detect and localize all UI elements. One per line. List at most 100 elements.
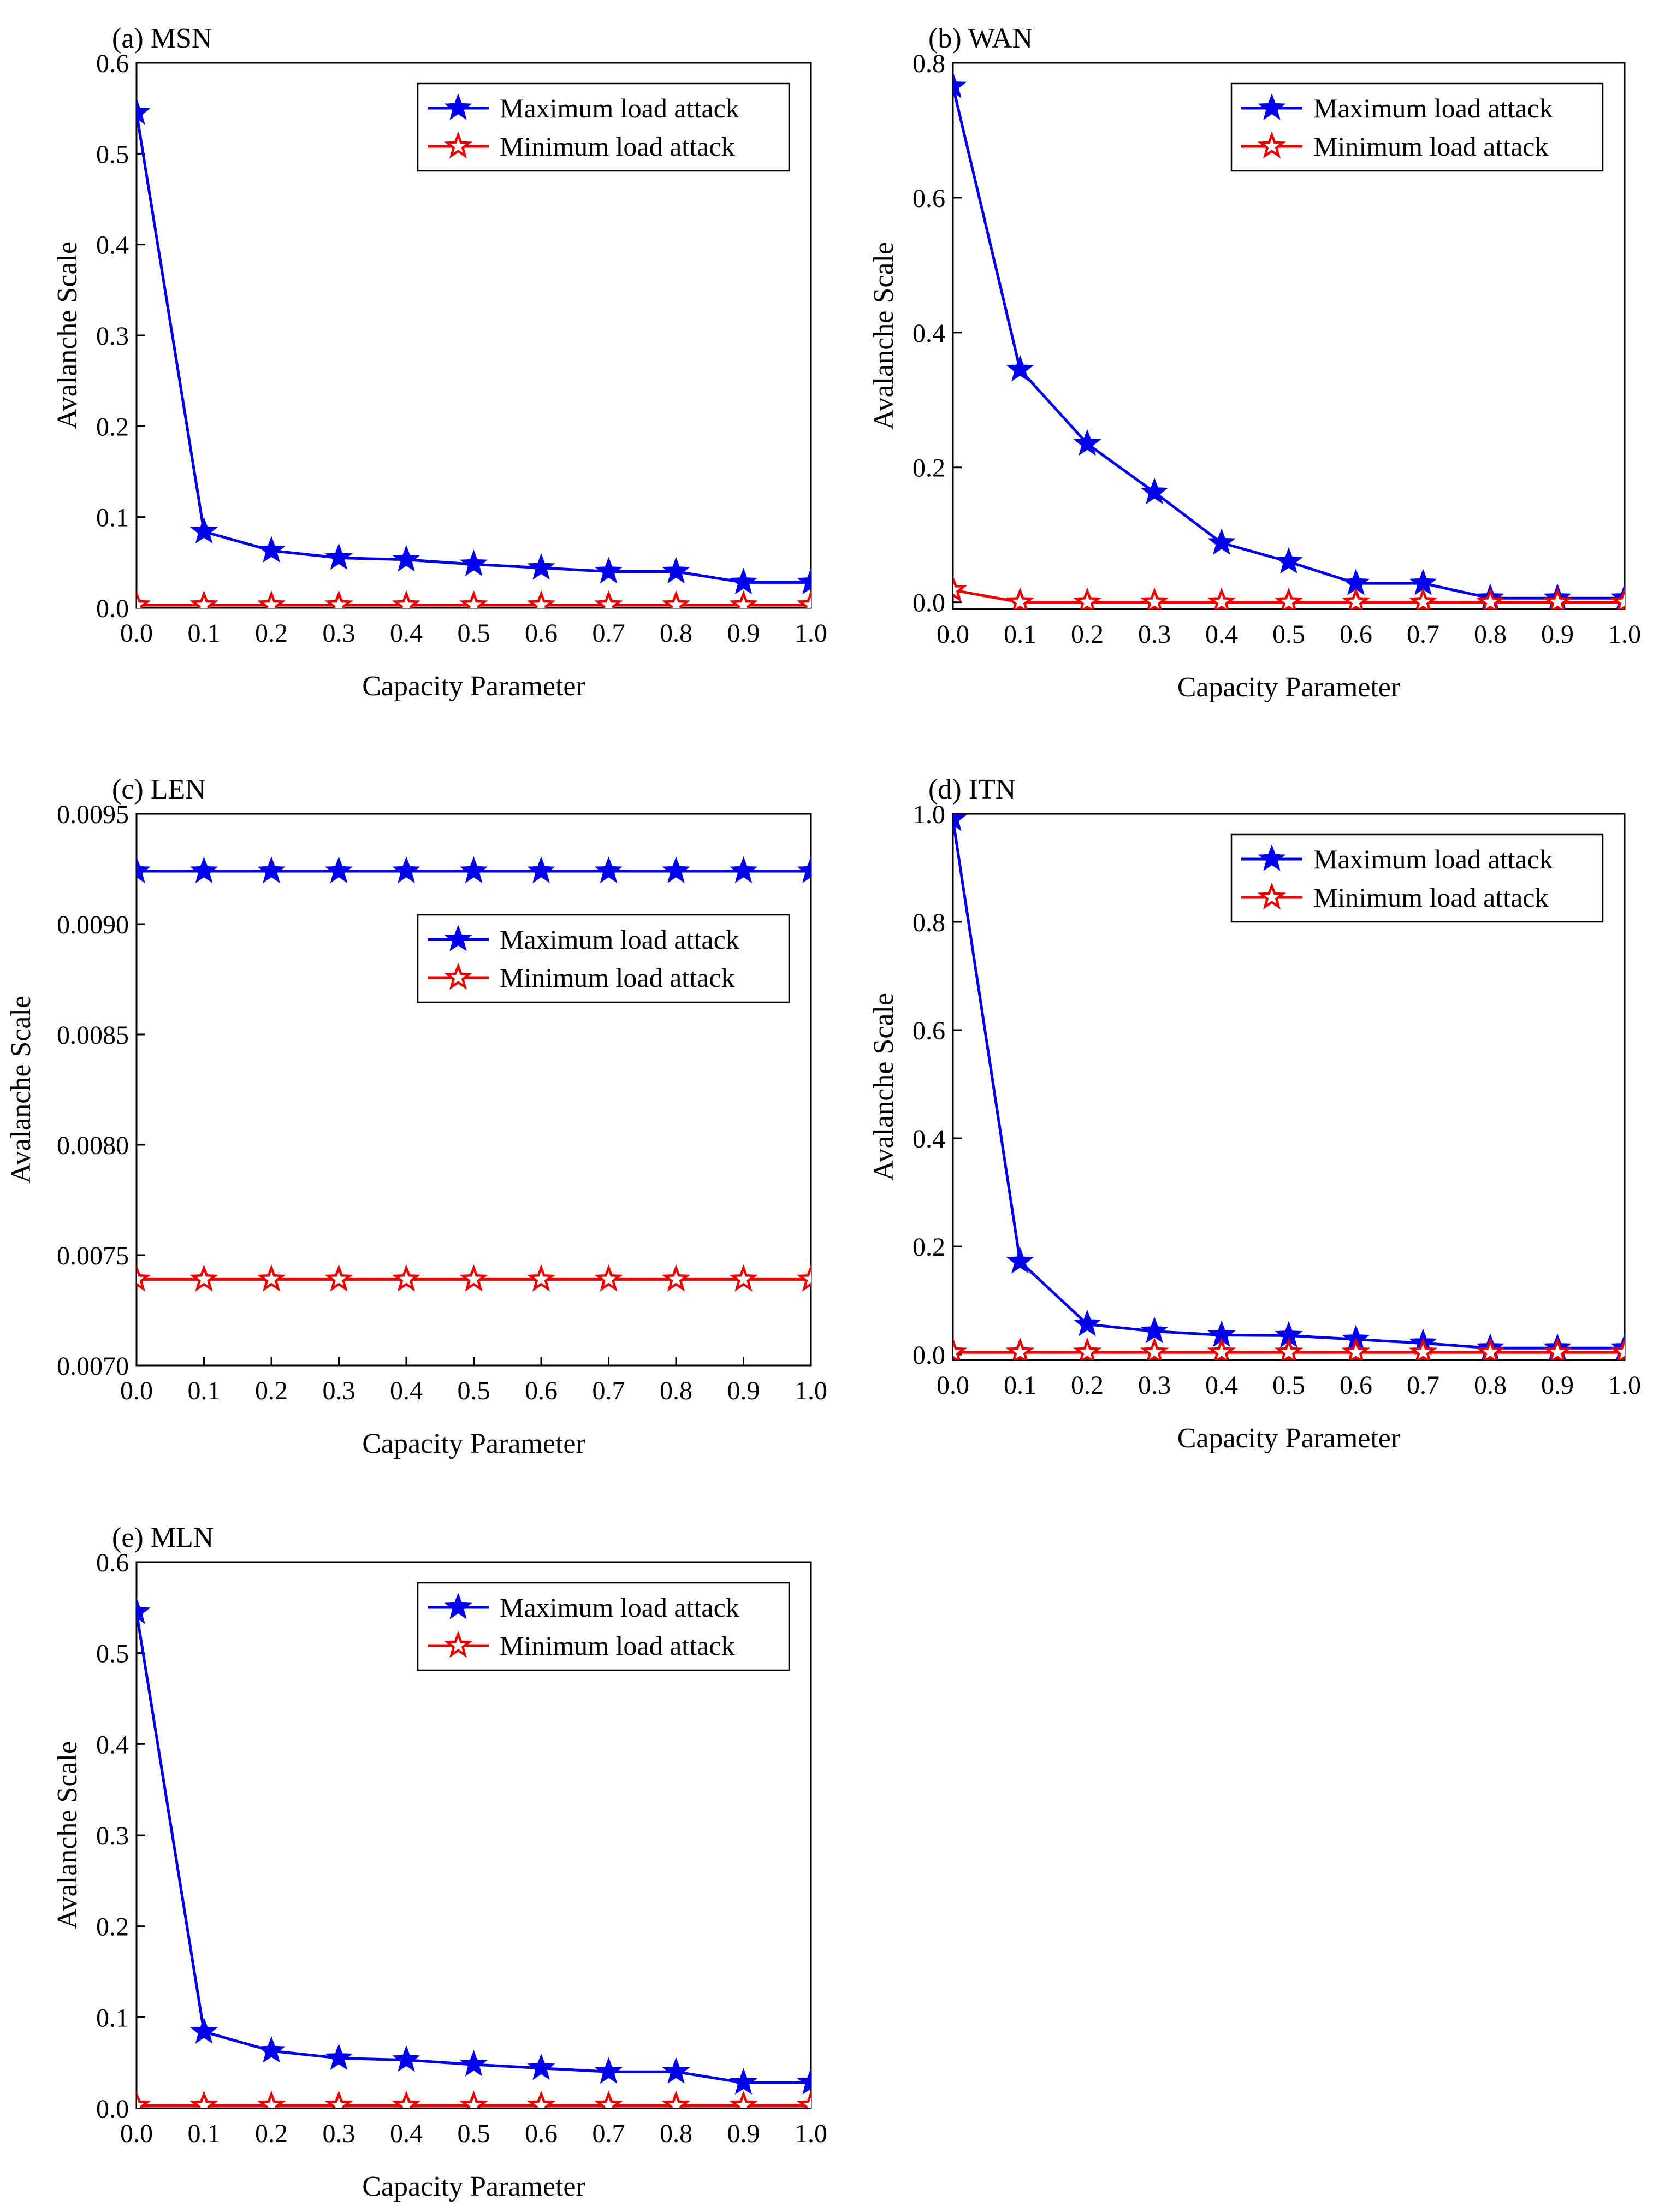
legend-box — [417, 82, 790, 172]
y-tick-label: 0.4 — [96, 1730, 129, 1759]
min-load-data-point — [1207, 587, 1236, 609]
x-tick-label: 1.0 — [795, 619, 827, 648]
min-load-data-point — [1140, 1337, 1169, 1360]
y-tick-label: 0.4 — [96, 231, 129, 260]
y-tick-label: 0.0075 — [57, 1241, 129, 1270]
x-tick-label: 0.5 — [458, 1376, 490, 1405]
y-tick-label: 0.8 — [913, 49, 945, 78]
x-tick-label: 0.8 — [660, 2119, 692, 2148]
chart-panel: (b) WAN 0.0 0.1 0.2 0.3 0.4 0.5 0.6 0.7 0.8 0.9 1.0… — [868, 23, 1641, 703]
chart-panel: (a) MSN 0.0 0.1 0.2 0.3 0.4 0.5 0.6 0.7 0.8 0.9 1.0… — [52, 23, 827, 702]
x-tick-label: 0.6 — [1340, 1371, 1372, 1400]
y-tick-label: 0.0070 — [57, 1352, 129, 1381]
min-load-data-point — [1408, 587, 1438, 609]
legend: Maximum load attack Minimum load attack — [417, 1582, 790, 1671]
legend-marker — [443, 131, 473, 159]
min-load-data-point — [1005, 1337, 1035, 1360]
x-tick-label: 0.7 — [593, 2119, 625, 2148]
legend: Maximum load attack Minimum load attack — [1230, 833, 1604, 923]
max-load-data-point — [392, 856, 420, 883]
legend-label: Minimum load attack — [500, 962, 734, 993]
x-axis-title: Capacity Parameter — [362, 2171, 585, 2202]
legend-box — [1230, 82, 1604, 172]
max-load-data-point — [797, 567, 811, 595]
x-tick-label: 0.1 — [188, 1376, 221, 1405]
legend-box — [417, 914, 790, 1003]
max-load-data-point — [189, 856, 218, 883]
x-tick-label: 0.8 — [660, 1376, 692, 1405]
y-tick-label: 0.6 — [96, 49, 129, 78]
x-axis-title: Capacity Parameter — [362, 1428, 585, 1459]
min-load-data-point — [594, 1264, 623, 1292]
max-load-data-point — [594, 856, 623, 883]
y-tick-label: 0.2 — [913, 1233, 945, 1262]
panel-title: (b) WAN — [928, 23, 1033, 54]
x-tick-label: 0.2 — [255, 1376, 288, 1405]
max-load-data-point — [594, 557, 623, 584]
max-load-data-point — [527, 553, 555, 580]
x-tick-label: 0.1 — [1004, 1371, 1036, 1400]
max-load-data-point — [729, 2068, 758, 2095]
min-load-data-point — [257, 1264, 286, 1292]
x-tick-label: 0.9 — [727, 2119, 760, 2148]
max-load-series-line — [137, 1612, 811, 2084]
y-tick-label: 0.6 — [913, 1016, 945, 1045]
legend: Maximum load attack Minimum load attack — [417, 914, 790, 1003]
min-load-data-point — [459, 1264, 488, 1292]
y-tick-label: 0.0090 — [57, 910, 129, 939]
min-load-data-point — [526, 1264, 556, 1292]
min-load-data-point — [137, 2090, 151, 2108]
max-load-data-point — [1073, 429, 1101, 456]
max-load-data-point — [257, 2036, 286, 2063]
x-tick-label: 1.0 — [795, 1376, 827, 1405]
y-tick-label: 0.5 — [96, 140, 129, 169]
max-load-data-point — [1140, 477, 1169, 505]
min-load-data-point — [594, 590, 623, 608]
x-tick-label: 0.2 — [255, 619, 288, 648]
x-tick-label: 0.7 — [593, 1376, 625, 1405]
x-tick-label: 0.5 — [1272, 1371, 1305, 1400]
x-tick-label: 0.0 — [120, 619, 153, 648]
x-tick-label: 0.9 — [1541, 620, 1574, 649]
max-load-data-point — [662, 2057, 690, 2084]
max-load-data-point — [392, 2045, 420, 2072]
min-load-data-point — [324, 590, 353, 608]
max-load-data-point — [729, 567, 758, 595]
min-load-data-point — [1274, 1337, 1304, 1360]
min-load-data-point — [1543, 587, 1572, 609]
y-tick-label: 1.0 — [913, 800, 945, 829]
min-load-data-point — [1476, 587, 1505, 609]
x-tick-label: 0.4 — [390, 2119, 423, 2148]
max-load-data-point — [662, 856, 690, 883]
max-load-data-point — [324, 543, 353, 570]
y-tick-label: 0.6 — [96, 1548, 129, 1577]
min-load-data-point — [661, 1264, 691, 1292]
y-tick-label: 0.4 — [913, 1125, 945, 1154]
max-load-data-point — [729, 856, 758, 883]
min-load-data-point — [1140, 587, 1169, 609]
max-load-data-point — [189, 517, 218, 544]
legend-box — [1230, 833, 1604, 923]
min-load-data-point — [1610, 1337, 1625, 1360]
min-load-data-point — [594, 2090, 623, 2108]
max-load-data-point — [392, 545, 420, 572]
legend-label: Minimum load attack — [1313, 131, 1548, 162]
legend-marker — [1258, 93, 1286, 120]
y-axis-title: Avalanche Scale — [52, 241, 83, 429]
min-load-data-point — [392, 1264, 421, 1292]
x-tick-label: 0.1 — [188, 619, 221, 648]
legend-label: Maximum load attack — [1313, 93, 1553, 123]
min-load-data-point — [189, 2090, 218, 2108]
y-tick-label: 0.0080 — [57, 1131, 129, 1160]
x-tick-label: 0.5 — [458, 2119, 490, 2148]
x-tick-label: 0.6 — [525, 2119, 558, 2148]
max-load-data-point — [459, 2050, 488, 2077]
y-tick-label: 0.5 — [96, 1640, 129, 1669]
x-axis-title: Capacity Parameter — [1177, 1423, 1401, 1454]
min-load-data-point — [137, 590, 151, 608]
min-load-data-point — [257, 2090, 286, 2108]
legend-label: Maximum load attack — [500, 93, 739, 123]
legend-marker — [1257, 131, 1287, 159]
min-load-data-point — [324, 2090, 353, 2108]
x-tick-label: 0.3 — [323, 619, 356, 648]
